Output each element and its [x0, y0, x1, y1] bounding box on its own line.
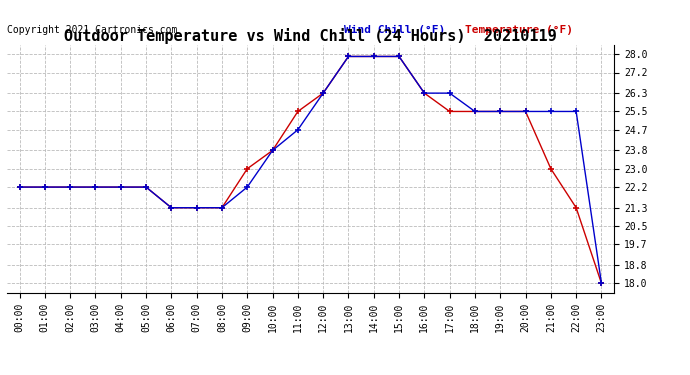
Text: Temperature (°F): Temperature (°F) — [465, 25, 573, 35]
Text: Wind Chill (°F): Wind Chill (°F) — [344, 25, 445, 35]
Text: Copyright 2021 Cartronics.com: Copyright 2021 Cartronics.com — [7, 25, 177, 35]
Title: Outdoor Temperature vs Wind Chill (24 Hours)  20210119: Outdoor Temperature vs Wind Chill (24 Ho… — [64, 28, 557, 44]
